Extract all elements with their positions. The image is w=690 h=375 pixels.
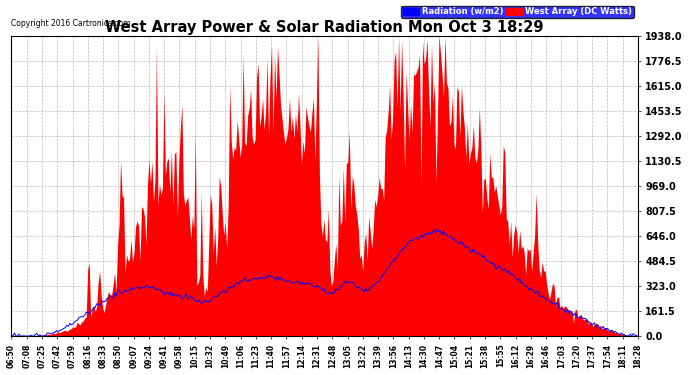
Title: West Array Power & Solar Radiation Mon Oct 3 18:29: West Array Power & Solar Radiation Mon O… (106, 20, 544, 35)
Legend: Radiation (w/m2), West Array (DC Watts): Radiation (w/m2), West Array (DC Watts) (401, 6, 633, 18)
Text: Copyright 2016 Cartronics.com: Copyright 2016 Cartronics.com (12, 20, 131, 28)
